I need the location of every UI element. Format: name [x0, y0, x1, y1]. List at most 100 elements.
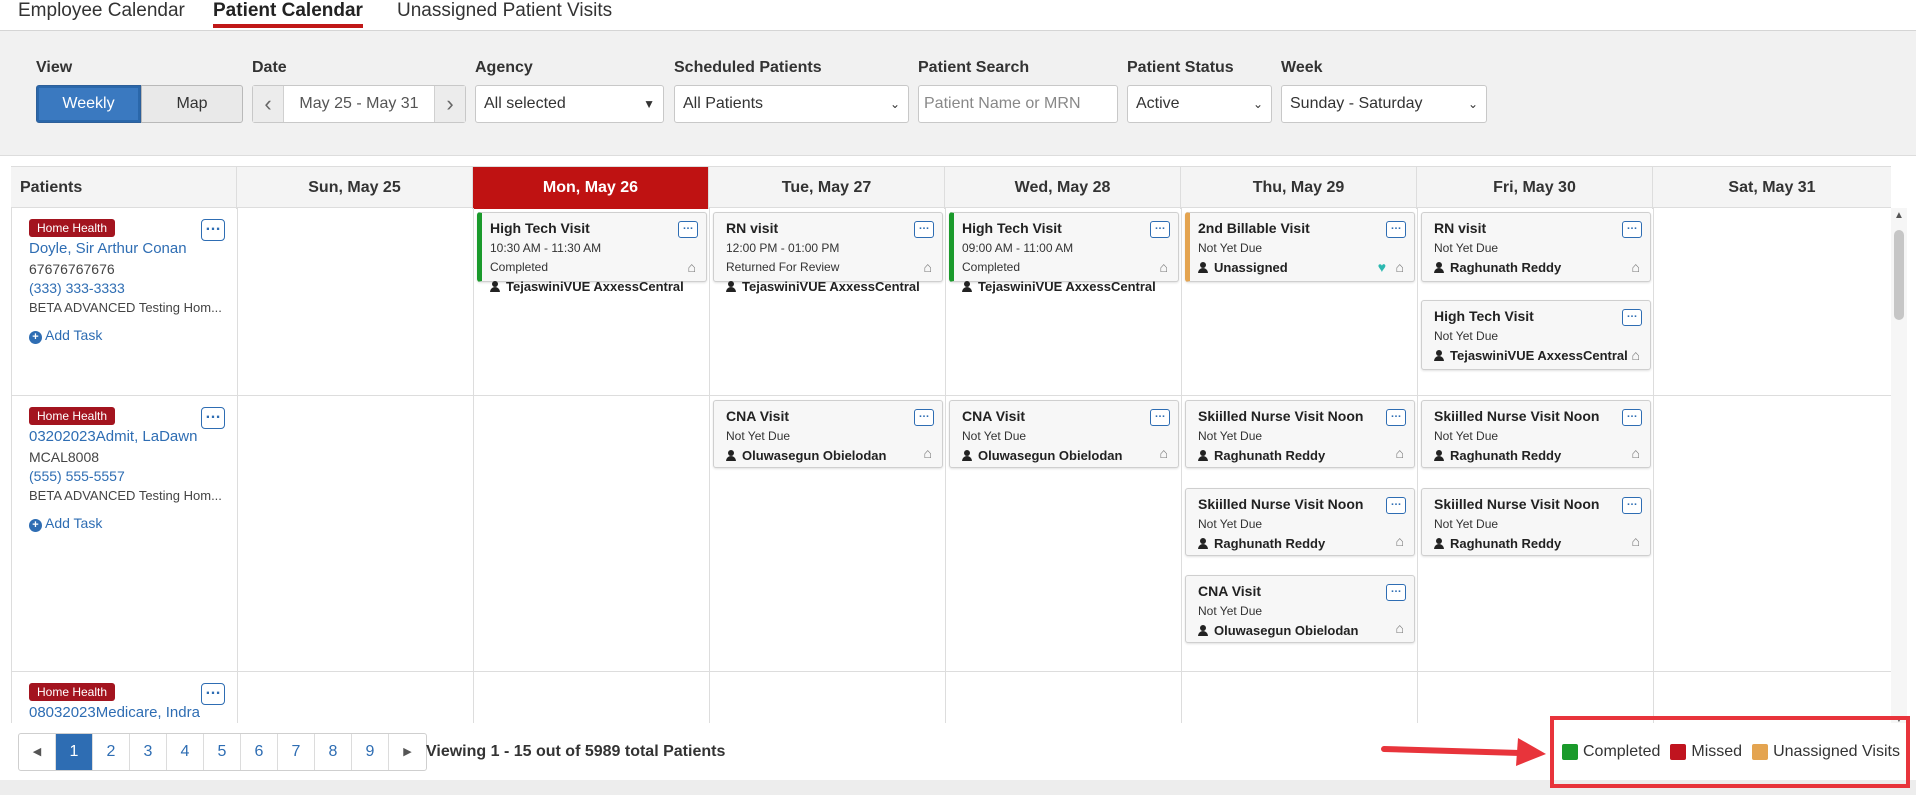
- home-icon: ⌂: [1159, 259, 1168, 275]
- calendar-header-row: Patients Sun, May 25 Mon, May 26 Tue, Ma…: [11, 166, 1891, 209]
- visit-menu-button[interactable]: …: [914, 221, 934, 238]
- user-icon: [1434, 450, 1444, 461]
- scheduled-patients-value: All Patients: [683, 95, 764, 112]
- add-task-button[interactable]: + Add Task: [29, 515, 239, 532]
- page-7-button[interactable]: 7: [278, 734, 315, 770]
- next-week-icon[interactable]: ›: [435, 86, 465, 122]
- map-view-button[interactable]: Map: [141, 85, 243, 123]
- tab-employee-calendar[interactable]: Employee Calendar: [18, 0, 185, 21]
- user-icon: [490, 281, 500, 292]
- page-6-button[interactable]: 6: [241, 734, 278, 770]
- next-page-icon[interactable]: ▶: [403, 746, 412, 758]
- visit-card[interactable]: RN visit Not Yet Due Raghunath Reddy … ⌂: [1421, 212, 1651, 282]
- visit-menu-button[interactable]: …: [1386, 221, 1406, 238]
- visit-menu-button[interactable]: …: [1622, 309, 1642, 326]
- page-5-button[interactable]: 5: [204, 734, 241, 770]
- week-value: Sunday - Saturday: [1290, 95, 1423, 112]
- week-select[interactable]: Sunday - Saturday ⌄: [1281, 85, 1487, 123]
- visit-menu-button[interactable]: …: [1386, 584, 1406, 601]
- visit-status: Not Yet Due: [1198, 517, 1263, 531]
- visit-card[interactable]: CNA Visit Not Yet Due Oluwasegun Obielod…: [949, 400, 1179, 468]
- visit-status: Returned For Review: [726, 260, 840, 274]
- visit-card[interactable]: High Tech Visit Not Yet Due TejaswiniVUE…: [1421, 300, 1651, 370]
- visit-menu-button[interactable]: …: [1622, 497, 1642, 514]
- user-icon: [1198, 538, 1208, 549]
- page-2-button[interactable]: 2: [93, 734, 130, 770]
- visit-menu-button[interactable]: …: [1386, 497, 1406, 514]
- patient-phone-link[interactable]: (555) 555-5557: [29, 468, 125, 484]
- calendar-body: Home Health Doyle, Sir Arthur Conan 6767…: [11, 208, 1891, 723]
- chevron-down-icon: ⌄: [1252, 97, 1263, 111]
- user-icon: [1198, 262, 1208, 273]
- page-3-button[interactable]: 3: [130, 734, 167, 770]
- patient-more-options-button[interactable]: …: [201, 218, 225, 241]
- visit-menu-button[interactable]: …: [1386, 409, 1406, 426]
- legend-unassigned-label: Unassigned Visits: [1773, 743, 1900, 760]
- patient-name-link[interactable]: 03202023Admit, LaDawn: [29, 428, 198, 445]
- plus-circle-icon: +: [29, 519, 42, 532]
- patient-search-input[interactable]: Patient Name or MRN: [918, 85, 1118, 123]
- visit-card[interactable]: CNA Visit Not Yet Due Oluwasegun Obielod…: [1185, 575, 1415, 643]
- tab-patient-calendar[interactable]: Patient Calendar: [213, 0, 363, 31]
- visit-worker: Oluwasegun Obielodan: [742, 448, 887, 463]
- visit-card[interactable]: High Tech Visit 09:00 AM - 11:00 AM Comp…: [949, 212, 1179, 294]
- calendar-scrollbar[interactable]: ▲ ▼: [1891, 208, 1907, 725]
- patient-status-select[interactable]: Active ⌄: [1127, 85, 1272, 123]
- visit-status: Not Yet Due: [1434, 517, 1499, 531]
- home-icon: ⌂: [1631, 347, 1640, 363]
- visit-menu-button[interactable]: …: [1150, 221, 1170, 238]
- scrollbar-thumb[interactable]: [1894, 230, 1904, 320]
- filter-bar: View Weekly Map Date ‹ May 25 - May 31 ›…: [0, 31, 1916, 155]
- weekly-view-button[interactable]: Weekly: [36, 85, 141, 123]
- visit-title: Skiilled Nurse Visit Noon: [1434, 408, 1600, 424]
- visit-status: Completed: [490, 260, 549, 274]
- visit-title: RN visit: [1434, 220, 1487, 236]
- add-task-button[interactable]: + Add Task: [29, 327, 239, 344]
- patient-mrn: 67676767676: [29, 261, 115, 277]
- visit-status: Not Yet Due: [1434, 329, 1499, 343]
- day-header-sat: Sat, May 31: [1728, 179, 1816, 196]
- patient-name-link[interactable]: 08032023Medicare, Indra: [29, 704, 200, 721]
- visit-worker: Raghunath Reddy: [1214, 448, 1326, 463]
- visit-status: Not Yet Due: [726, 429, 791, 443]
- visit-card[interactable]: RN visit 12:00 PM - 01:00 PM Returned Fo…: [713, 212, 943, 294]
- prev-page-icon[interactable]: ◀: [19, 734, 56, 770]
- visit-worker: Oluwasegun Obielodan: [1214, 623, 1359, 638]
- visit-menu-button[interactable]: …: [914, 409, 934, 426]
- visit-worker: TejaswiniVUE AxxessCentral: [742, 279, 920, 294]
- day-header-thu: Thu, May 29: [1181, 167, 1417, 209]
- visit-card[interactable]: Skiilled Nurse Visit Noon Not Yet Due Ra…: [1421, 488, 1651, 556]
- service-badge: Home Health: [29, 683, 116, 701]
- date-range-value[interactable]: May 25 - May 31: [283, 86, 435, 122]
- patient-more-options-button[interactable]: …: [201, 406, 225, 429]
- patient-name-link[interactable]: Doyle, Sir Arthur Conan: [29, 240, 187, 257]
- page-4-button[interactable]: 4: [167, 734, 204, 770]
- visit-card[interactable]: Skiilled Nurse Visit Noon Not Yet Due Ra…: [1421, 400, 1651, 468]
- tab-unassigned-patient-visits[interactable]: Unassigned Patient Visits: [397, 0, 613, 21]
- visit-card[interactable]: Skiilled Nurse Visit Noon Not Yet Due Ra…: [1185, 488, 1415, 556]
- visit-card[interactable]: 2nd Billable Visit Not Yet Due Unassigne…: [1185, 212, 1415, 282]
- user-icon: [726, 450, 736, 461]
- visit-title: 2nd Billable Visit: [1198, 220, 1310, 236]
- page-8-button[interactable]: 8: [315, 734, 352, 770]
- visit-worker: Raghunath Reddy: [1214, 536, 1326, 551]
- visit-menu-button[interactable]: …: [678, 221, 698, 238]
- visit-card[interactable]: High Tech Visit 10:30 AM - 11:30 AM Comp…: [477, 212, 707, 294]
- patient-more-options-button[interactable]: …: [201, 682, 225, 705]
- user-icon: [1434, 262, 1444, 273]
- patient-agency: BETA ADVANCED Testing Hom...: [29, 488, 222, 503]
- scheduled-patients-select[interactable]: All Patients ⌄: [674, 85, 909, 123]
- visit-menu-button[interactable]: …: [1622, 409, 1642, 426]
- visit-card[interactable]: CNA Visit Not Yet Due Oluwasegun Obielod…: [713, 400, 943, 468]
- visit-menu-button[interactable]: …: [1150, 409, 1170, 426]
- agency-select[interactable]: All selected ▼: [475, 85, 664, 123]
- prev-week-icon[interactable]: ‹: [253, 86, 283, 122]
- page-1-button[interactable]: 1: [56, 734, 93, 770]
- page-9-button[interactable]: 9: [352, 734, 389, 770]
- visit-card[interactable]: Skiilled Nurse Visit Noon Not Yet Due Ra…: [1185, 400, 1415, 468]
- visit-time: 12:00 PM - 01:00 PM: [726, 241, 840, 255]
- scroll-up-icon[interactable]: ▲: [1894, 210, 1904, 221]
- legend-missed-label: Missed: [1691, 743, 1743, 760]
- visit-menu-button[interactable]: …: [1622, 221, 1642, 238]
- patient-phone-link[interactable]: (333) 333-3333: [29, 280, 125, 296]
